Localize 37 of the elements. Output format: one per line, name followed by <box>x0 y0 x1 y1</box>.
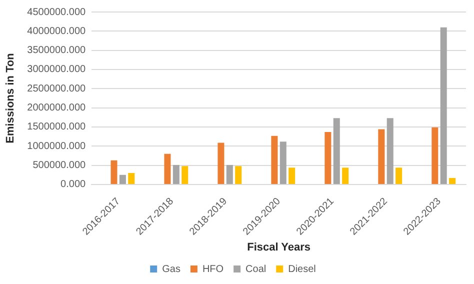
bar <box>235 166 242 184</box>
bar <box>271 136 278 184</box>
bar <box>110 160 118 184</box>
bar <box>432 127 438 184</box>
bar <box>182 166 188 184</box>
bar <box>128 173 135 184</box>
y-tick-label: 2500000.000 <box>27 83 86 94</box>
bar <box>386 118 394 184</box>
y-tick-label: 4000000.000 <box>27 26 86 37</box>
y-axis-title: Emissions in Ton <box>4 52 17 144</box>
legend-label: HFO <box>202 264 224 275</box>
legend-label: Coal <box>246 264 266 275</box>
bar <box>119 174 126 184</box>
y-tick-label: 2000000.000 <box>27 102 86 114</box>
bar <box>342 168 349 184</box>
bar <box>288 168 296 184</box>
y-tick-label: 3000000.000 <box>27 64 86 76</box>
y-tick-label: 4500000.000 <box>27 6 86 18</box>
y-tick-label: 1500000.000 <box>27 122 86 133</box>
bar <box>172 164 180 184</box>
y-tick-label: 3500000.000 <box>27 45 86 56</box>
bar <box>440 27 447 184</box>
y-tick-label: 1000000.000 <box>27 140 86 152</box>
bar <box>218 142 224 184</box>
y-tick-label: 0.000 <box>60 179 86 190</box>
bar <box>396 168 402 184</box>
legend-label: Diesel <box>288 264 316 275</box>
bar <box>378 129 385 184</box>
bar <box>333 118 340 184</box>
x-axis-title: Fiscal Years <box>247 241 310 254</box>
bar <box>449 178 456 184</box>
bar <box>324 132 332 184</box>
y-tick-label: 500000.000 <box>32 160 86 172</box>
bar <box>280 142 286 184</box>
legend-label: Gas <box>162 264 180 275</box>
bar <box>164 154 171 184</box>
bar <box>226 164 233 184</box>
